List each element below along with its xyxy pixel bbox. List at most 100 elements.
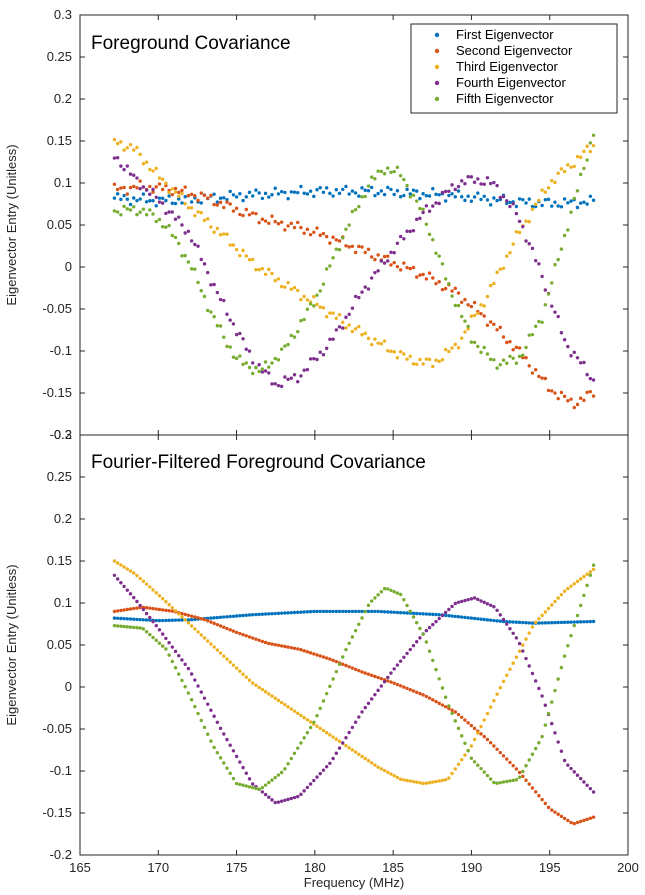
data-point <box>463 330 467 334</box>
data-point <box>566 620 570 624</box>
data-point <box>360 710 364 714</box>
data-point <box>392 610 396 614</box>
data-point <box>244 254 248 258</box>
data-point <box>353 628 358 633</box>
data-point <box>363 671 367 675</box>
data-point <box>218 233 223 237</box>
data-point <box>173 186 178 191</box>
data-point <box>273 186 277 190</box>
data-point <box>212 202 216 207</box>
data-point <box>199 617 203 621</box>
data-point <box>234 630 239 635</box>
data-point <box>170 210 175 214</box>
data-point <box>167 223 171 228</box>
data-point <box>517 649 522 653</box>
data-point <box>183 618 187 622</box>
data-point <box>562 233 567 238</box>
data-point <box>186 229 191 233</box>
data-point <box>553 263 557 267</box>
data-point <box>238 331 242 336</box>
data-point <box>572 770 576 774</box>
data-point <box>575 620 580 624</box>
y-tick-label: 0.15 <box>47 133 72 148</box>
data-point <box>222 732 226 736</box>
data-point <box>405 651 409 656</box>
data-point <box>247 213 252 217</box>
data-point <box>369 185 374 190</box>
data-point <box>183 612 187 617</box>
data-point <box>427 357 432 362</box>
data-point <box>251 211 255 215</box>
data-point <box>460 599 464 604</box>
data-point <box>341 320 345 324</box>
data-point <box>463 741 467 745</box>
data-point <box>154 185 158 189</box>
data-point <box>585 390 589 395</box>
data-point <box>369 761 374 765</box>
data-point <box>524 778 528 782</box>
data-point <box>212 314 216 319</box>
data-point <box>395 610 400 615</box>
data-point <box>299 184 303 189</box>
data-point <box>450 708 454 712</box>
series-3 <box>112 559 596 786</box>
data-point <box>321 609 326 614</box>
data-point <box>254 365 258 370</box>
data-point <box>395 356 400 360</box>
data-point <box>472 737 477 742</box>
data-point <box>241 632 245 637</box>
data-point <box>550 389 554 393</box>
data-point <box>376 341 380 345</box>
data-point <box>312 778 316 783</box>
data-point <box>177 618 181 622</box>
data-point <box>157 628 162 632</box>
data-point <box>440 703 445 707</box>
data-point <box>341 655 345 659</box>
data-point <box>479 303 483 307</box>
data-point <box>267 221 271 225</box>
data-point <box>479 599 483 603</box>
data-point <box>206 702 210 706</box>
data-point <box>376 593 380 597</box>
data-point <box>463 598 467 603</box>
data-point <box>279 644 284 648</box>
data-point <box>254 211 258 216</box>
data-point <box>524 764 528 768</box>
data-point <box>495 781 499 785</box>
y-tick-label: 0.15 <box>47 553 72 568</box>
data-point <box>437 701 441 706</box>
data-point <box>353 327 358 331</box>
data-point <box>318 771 322 776</box>
data-point <box>138 603 142 608</box>
data-point <box>296 647 300 651</box>
data-point <box>408 354 412 359</box>
data-point <box>141 185 146 189</box>
data-point <box>267 195 271 199</box>
data-point <box>479 350 483 355</box>
data-point <box>112 137 117 142</box>
data-point <box>488 357 493 361</box>
data-point <box>382 172 387 176</box>
x-axis-label: Frequency (MHz) <box>304 875 404 890</box>
data-point <box>151 606 155 611</box>
data-point <box>260 196 265 201</box>
data-point <box>379 189 384 193</box>
data-point <box>569 633 573 638</box>
data-point <box>289 376 293 380</box>
data-point <box>344 326 348 330</box>
data-point <box>511 620 515 624</box>
data-point <box>437 616 441 621</box>
data-point <box>379 767 384 771</box>
data-point <box>460 300 464 304</box>
data-point <box>408 687 412 692</box>
data-point <box>225 197 229 202</box>
data-point <box>292 335 297 339</box>
data-point <box>476 597 480 602</box>
data-point <box>353 294 358 299</box>
data-point <box>501 266 506 270</box>
data-point <box>363 194 367 199</box>
data-point <box>177 653 181 658</box>
data-point <box>234 247 239 252</box>
data-point <box>533 620 538 624</box>
data-point <box>456 762 461 766</box>
